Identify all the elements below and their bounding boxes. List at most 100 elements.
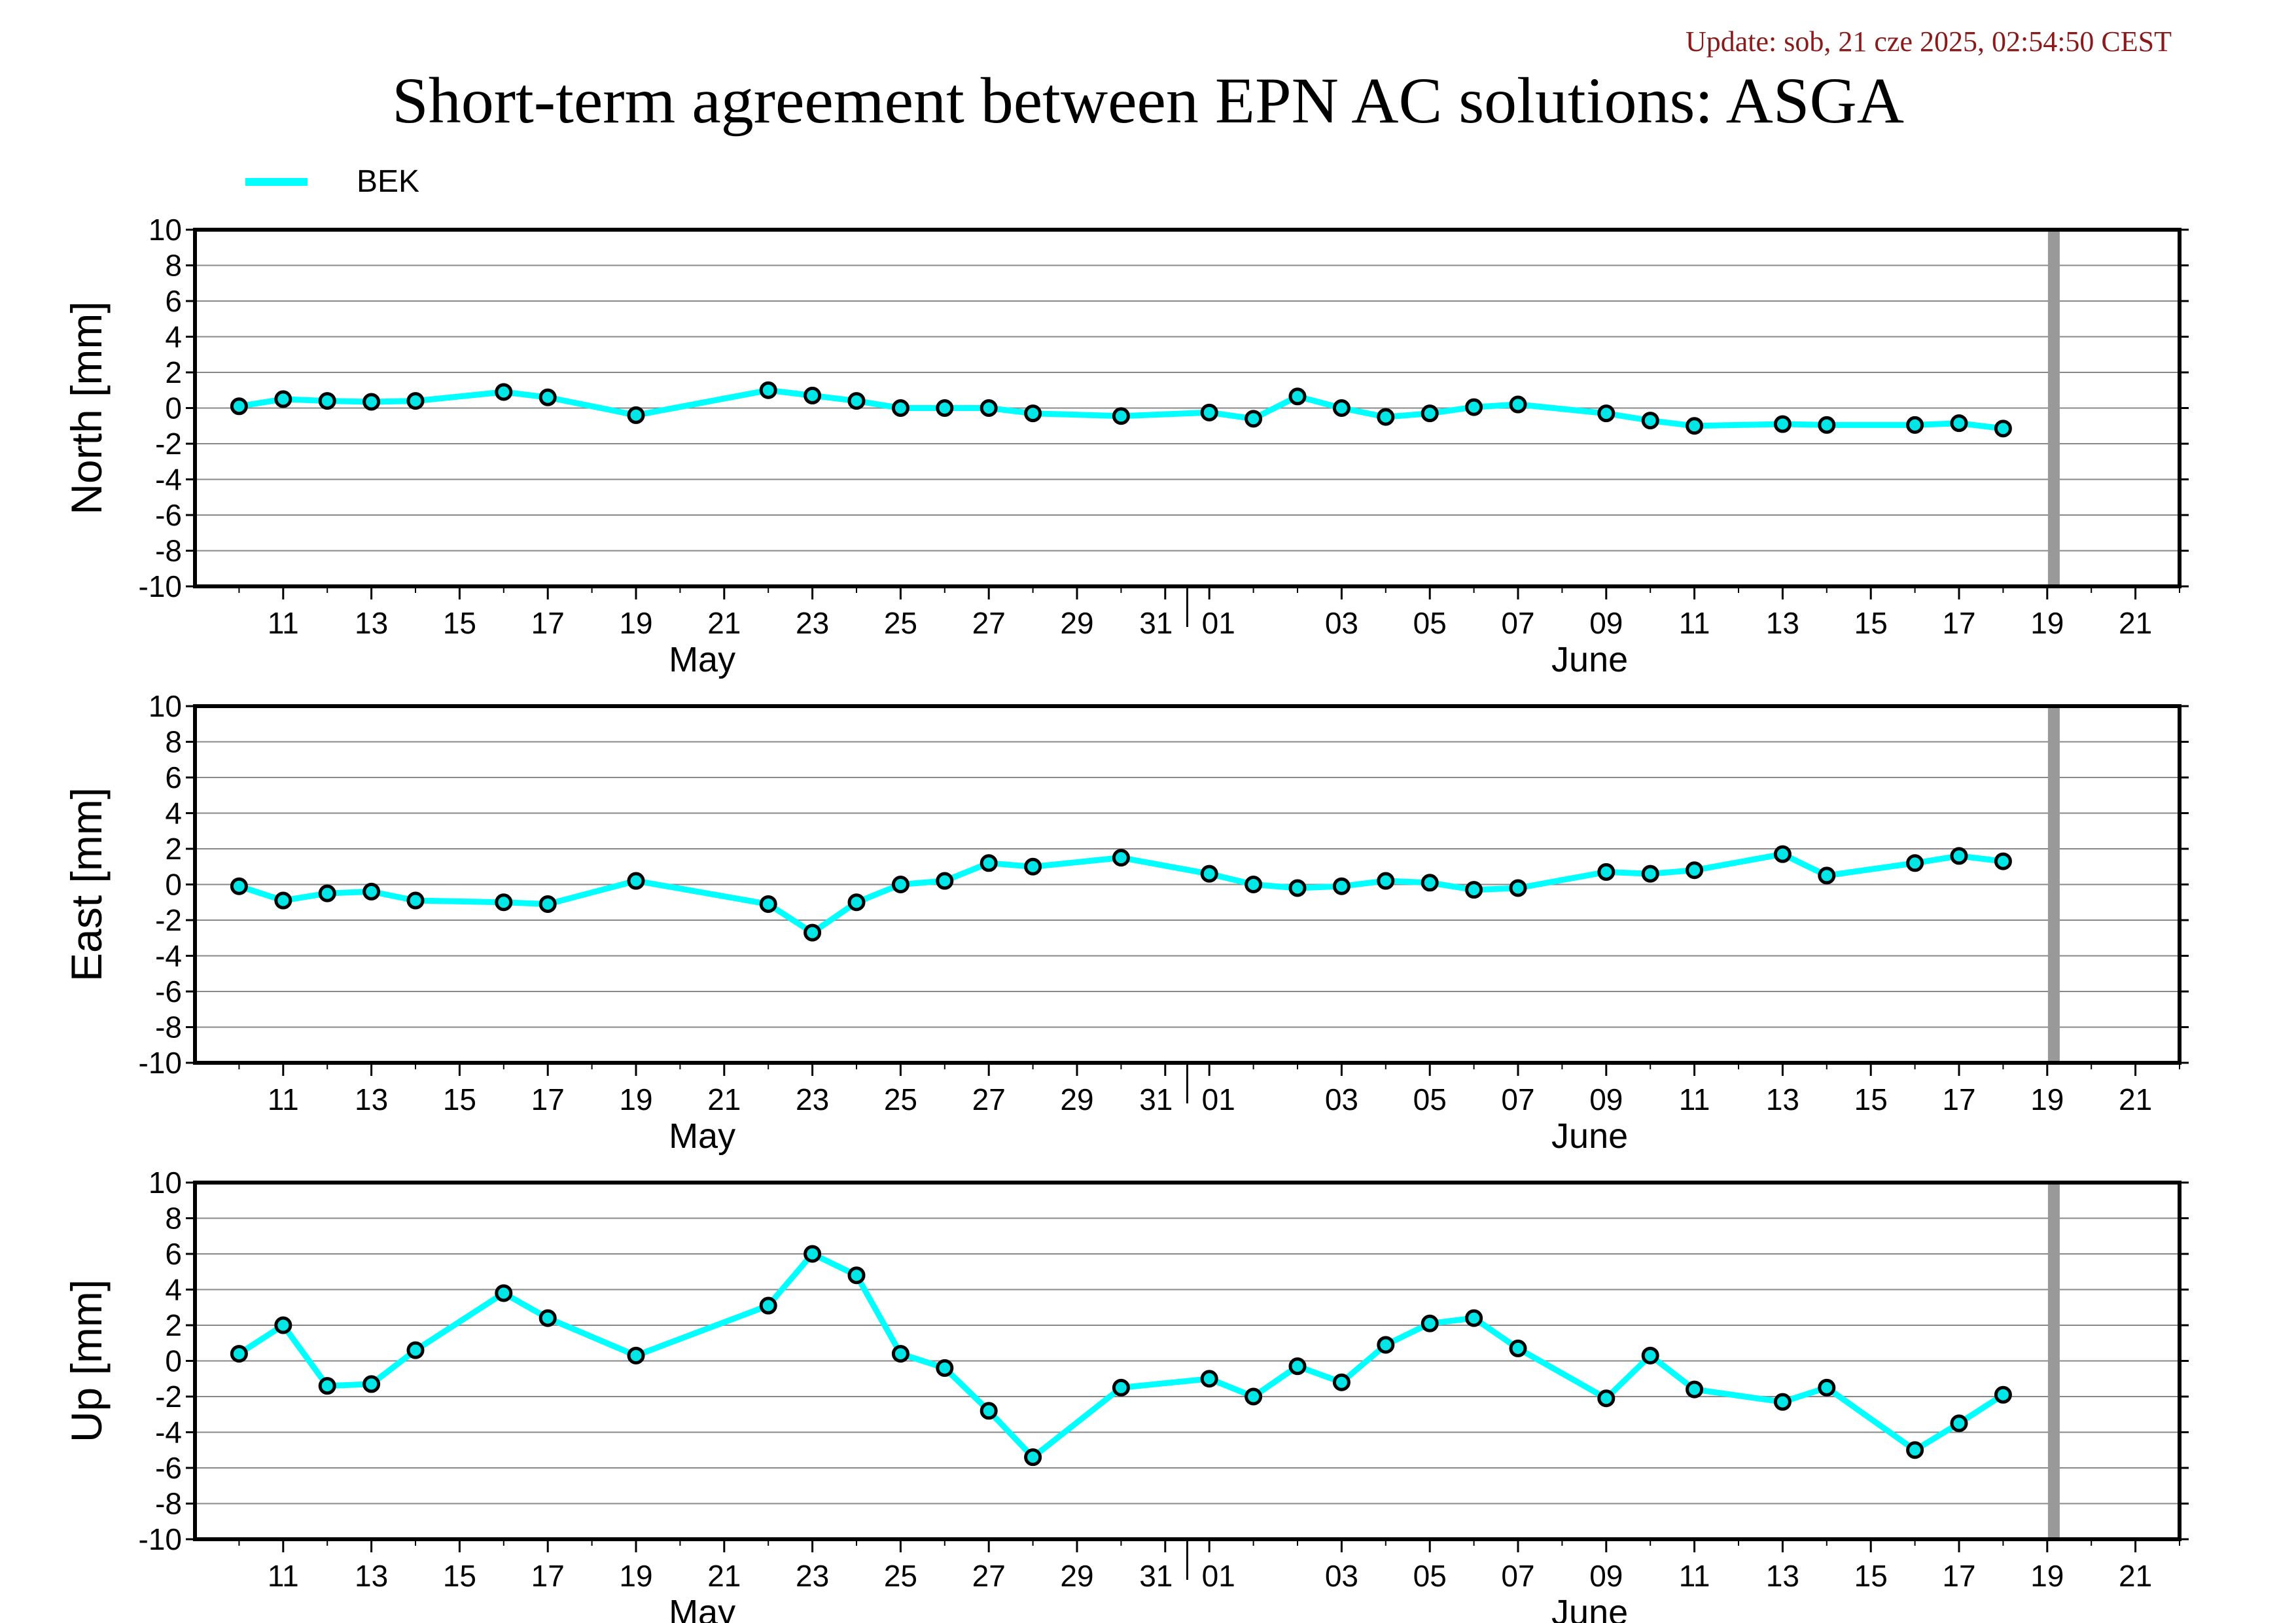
update-timestamp: Update: sob, 21 cze 2025, 02:54:50 CEST	[1685, 26, 2172, 58]
data-point	[1465, 398, 1483, 416]
x-tick-label: 07	[1501, 1082, 1534, 1116]
y-tick-label: 4	[165, 1273, 182, 1307]
data-point	[230, 397, 248, 416]
data-point	[1377, 872, 1395, 890]
data-point	[1421, 1314, 1439, 1332]
x-tick-label: 05	[1413, 606, 1447, 640]
data-point	[1332, 1373, 1351, 1391]
y-tick-label: -4	[155, 1416, 182, 1450]
x-tick-label: 13	[1766, 1082, 1799, 1116]
x-tick-label: 03	[1325, 1559, 1358, 1593]
x-tick-label: 07	[1501, 1559, 1534, 1593]
data-point	[1509, 395, 1527, 414]
x-tick-label: 07	[1501, 606, 1534, 640]
data-point	[980, 1402, 998, 1420]
data-point	[1597, 1389, 1616, 1408]
month-label-may: May	[669, 640, 735, 679]
data-point	[1509, 879, 1527, 897]
plot-frame	[193, 1181, 2181, 1541]
x-tick-label: 27	[972, 606, 1006, 640]
data-point	[539, 388, 557, 406]
data-point	[1024, 1448, 1042, 1467]
x-tick-label: 13	[355, 606, 388, 640]
data-point	[627, 1346, 645, 1364]
x-tick-label: 17	[1942, 1559, 1975, 1593]
x-tick-label: 21	[2119, 1559, 2152, 1593]
data-point	[1509, 1339, 1527, 1357]
x-tick-label: 27	[972, 1082, 1006, 1116]
x-tick-label: 17	[531, 1082, 565, 1116]
y-tick-label: 0	[165, 391, 182, 425]
data-point	[1332, 877, 1351, 895]
data-point	[891, 399, 910, 417]
data-point	[1377, 408, 1395, 426]
data-point	[1773, 1393, 1792, 1411]
y-tick-label: -6	[155, 974, 182, 1008]
y-tick-label: 10	[149, 213, 182, 247]
y-tick-label: 6	[165, 1237, 182, 1271]
x-tick-label: 21	[707, 1082, 741, 1116]
x-tick-label: 23	[796, 606, 829, 640]
x-tick-label: 19	[619, 606, 652, 640]
x-tick-label: 25	[884, 1559, 917, 1593]
x-tick-label: 17	[1942, 606, 1975, 640]
data-point	[1597, 863, 1616, 881]
data-point	[318, 392, 336, 410]
x-tick-label: 25	[884, 1082, 917, 1116]
x-tick-label: 15	[443, 606, 476, 640]
x-tick-label: 01	[1202, 1559, 1235, 1593]
x-tick-label: 25	[884, 606, 917, 640]
y-tick-label: -6	[155, 1451, 182, 1485]
data-point	[1686, 861, 1704, 880]
x-tick-label: 05	[1413, 1559, 1447, 1593]
month-label-june: June	[1551, 1116, 1628, 1156]
data-point	[1112, 407, 1130, 425]
data-point	[1641, 865, 1659, 883]
x-tick-label: 19	[2030, 606, 2064, 640]
x-tick-label: 31	[1139, 1082, 1173, 1116]
x-tick-label: 17	[531, 1559, 565, 1593]
x-tick-label: 17	[531, 606, 565, 640]
y-axis-label: East [mm]	[62, 787, 111, 982]
x-tick-label: 15	[443, 1082, 476, 1116]
y-tick-label: -10	[139, 1046, 182, 1080]
x-tick-label: 11	[268, 1082, 299, 1116]
y-tick-label: 0	[165, 868, 182, 902]
data-point	[495, 1284, 513, 1302]
data-point	[1200, 865, 1218, 883]
y-tick-label: -4	[155, 939, 182, 973]
data-point	[1773, 415, 1792, 433]
x-tick-label: 23	[796, 1082, 829, 1116]
y-tick-label: 4	[165, 796, 182, 830]
data-point	[759, 1296, 777, 1315]
x-tick-label: 29	[1060, 1559, 1093, 1593]
x-tick-label: 29	[1060, 1082, 1093, 1116]
x-tick-label: 19	[619, 1082, 652, 1116]
data-point	[1288, 879, 1307, 897]
data-point	[362, 1375, 381, 1393]
data-point	[1818, 866, 1836, 885]
data-point	[980, 854, 998, 872]
x-tick-label: 15	[443, 1559, 476, 1593]
y-tick-label: -2	[155, 903, 182, 937]
x-tick-label: 21	[707, 1559, 741, 1593]
data-point	[936, 872, 954, 890]
y-tick-label: 0	[165, 1344, 182, 1378]
data-point	[1112, 1378, 1130, 1397]
data-point	[847, 893, 866, 912]
data-point	[1200, 403, 1218, 421]
x-tick-label: 13	[355, 1082, 388, 1116]
y-tick-label: -4	[155, 463, 182, 497]
current-day-bar	[2047, 230, 2060, 586]
data-point	[1377, 1336, 1395, 1354]
y-tick-label: 6	[165, 760, 182, 794]
legend-swatch-bek	[245, 178, 308, 186]
data-point	[274, 390, 292, 408]
data-point	[804, 386, 822, 404]
month-label-may: May	[669, 1116, 735, 1156]
x-tick-label: 21	[2119, 606, 2152, 640]
data-point	[1950, 847, 1968, 865]
